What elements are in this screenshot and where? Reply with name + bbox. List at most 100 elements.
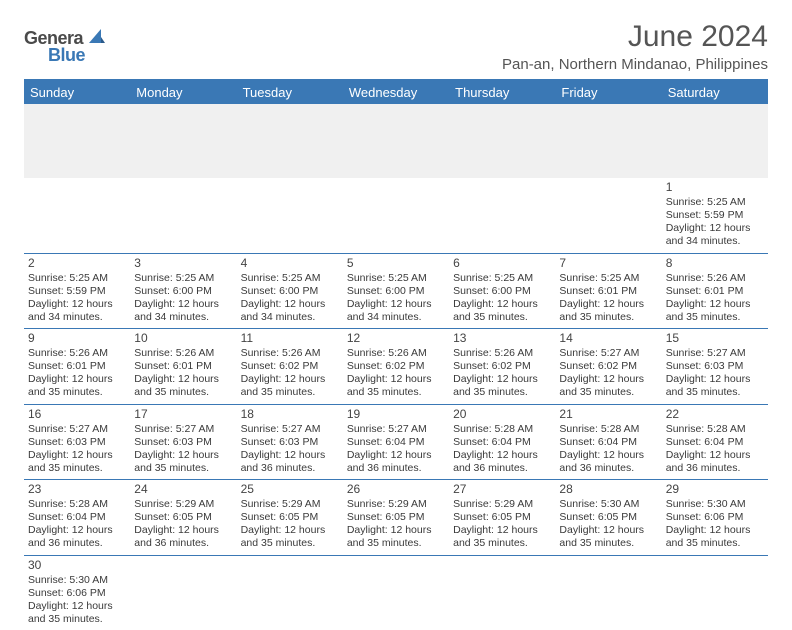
calendar-cell: 17Sunrise: 5:27 AMSunset: 6:03 PMDayligh… [130, 404, 236, 480]
daylight-text: Daylight: 12 hours and 35 minutes. [666, 298, 764, 324]
sunrise-text: Sunrise: 5:29 AM [241, 498, 339, 511]
sunrise-text: Sunrise: 5:25 AM [453, 272, 551, 285]
calendar-cell: 19Sunrise: 5:27 AMSunset: 6:04 PMDayligh… [343, 404, 449, 480]
sunset-text: Sunset: 6:06 PM [666, 511, 764, 524]
calendar-header-row: Sunday Monday Tuesday Wednesday Thursday… [24, 81, 768, 104]
calendar-cell: 7Sunrise: 5:25 AMSunset: 6:01 PMDaylight… [555, 253, 661, 329]
calendar-cell: 8Sunrise: 5:26 AMSunset: 6:01 PMDaylight… [662, 253, 768, 329]
blank-cell [24, 104, 768, 178]
calendar-blank-row [24, 104, 768, 178]
day-number: 8 [666, 256, 764, 271]
day-header: Thursday [449, 81, 555, 104]
day-number: 20 [453, 407, 551, 422]
calendar-cell: 16Sunrise: 5:27 AMSunset: 6:03 PMDayligh… [24, 404, 130, 480]
calendar-cell: 15Sunrise: 5:27 AMSunset: 6:03 PMDayligh… [662, 329, 768, 405]
calendar-cell: 10Sunrise: 5:26 AMSunset: 6:01 PMDayligh… [130, 329, 236, 405]
calendar-cell [237, 178, 343, 253]
day-number: 5 [347, 256, 445, 271]
sunset-text: Sunset: 6:02 PM [559, 360, 657, 373]
calendar-week-row: 16Sunrise: 5:27 AMSunset: 6:03 PMDayligh… [24, 404, 768, 480]
day-number: 2 [28, 256, 126, 271]
sunset-text: Sunset: 6:01 PM [28, 360, 126, 373]
daylight-text: Daylight: 12 hours and 35 minutes. [347, 373, 445, 399]
sunset-text: Sunset: 6:01 PM [134, 360, 232, 373]
day-header: Sunday [24, 81, 130, 104]
sunrise-text: Sunrise: 5:25 AM [559, 272, 657, 285]
sunset-text: Sunset: 6:05 PM [559, 511, 657, 524]
day-number: 12 [347, 331, 445, 346]
daylight-text: Daylight: 12 hours and 35 minutes. [241, 524, 339, 550]
calendar-week-row: 2Sunrise: 5:25 AMSunset: 5:59 PMDaylight… [24, 253, 768, 329]
calendar-cell [449, 555, 555, 630]
sunrise-text: Sunrise: 5:25 AM [28, 272, 126, 285]
day-number: 1 [666, 180, 764, 195]
daylight-text: Daylight: 12 hours and 36 minutes. [134, 524, 232, 550]
calendar-cell [24, 178, 130, 253]
daylight-text: Daylight: 12 hours and 35 minutes. [453, 373, 551, 399]
calendar-cell: 22Sunrise: 5:28 AMSunset: 6:04 PMDayligh… [662, 404, 768, 480]
day-number: 23 [28, 482, 126, 497]
daylight-text: Daylight: 12 hours and 34 minutes. [28, 298, 126, 324]
calendar-week-row: 30Sunrise: 5:30 AMSunset: 6:06 PMDayligh… [24, 555, 768, 630]
sunrise-text: Sunrise: 5:27 AM [134, 423, 232, 436]
calendar-cell: 13Sunrise: 5:26 AMSunset: 6:02 PMDayligh… [449, 329, 555, 405]
daylight-text: Daylight: 12 hours and 36 minutes. [559, 449, 657, 475]
sunset-text: Sunset: 6:03 PM [241, 436, 339, 449]
sunset-text: Sunset: 5:59 PM [28, 285, 126, 298]
sunrise-text: Sunrise: 5:27 AM [666, 347, 764, 360]
day-header: Saturday [662, 81, 768, 104]
day-number: 29 [666, 482, 764, 497]
day-number: 24 [134, 482, 232, 497]
sunrise-text: Sunrise: 5:30 AM [28, 574, 126, 587]
daylight-text: Daylight: 12 hours and 35 minutes. [134, 373, 232, 399]
daylight-text: Daylight: 12 hours and 36 minutes. [347, 449, 445, 475]
calendar-cell: 24Sunrise: 5:29 AMSunset: 6:05 PMDayligh… [130, 480, 236, 556]
sunset-text: Sunset: 6:00 PM [347, 285, 445, 298]
calendar-cell: 5Sunrise: 5:25 AMSunset: 6:00 PMDaylight… [343, 253, 449, 329]
daylight-text: Daylight: 12 hours and 36 minutes. [28, 524, 126, 550]
day-number: 21 [559, 407, 657, 422]
daylight-text: Daylight: 12 hours and 36 minutes. [241, 449, 339, 475]
sunset-text: Sunset: 6:05 PM [241, 511, 339, 524]
day-number: 7 [559, 256, 657, 271]
sunset-text: Sunset: 6:04 PM [347, 436, 445, 449]
daylight-text: Daylight: 12 hours and 35 minutes. [28, 600, 126, 626]
day-number: 25 [241, 482, 339, 497]
daylight-text: Daylight: 12 hours and 35 minutes. [559, 524, 657, 550]
calendar-cell: 12Sunrise: 5:26 AMSunset: 6:02 PMDayligh… [343, 329, 449, 405]
daylight-text: Daylight: 12 hours and 36 minutes. [453, 449, 551, 475]
calendar-cell: 30Sunrise: 5:30 AMSunset: 6:06 PMDayligh… [24, 555, 130, 630]
daylight-text: Daylight: 12 hours and 35 minutes. [453, 524, 551, 550]
day-number: 4 [241, 256, 339, 271]
sunrise-text: Sunrise: 5:27 AM [347, 423, 445, 436]
calendar-cell: 27Sunrise: 5:29 AMSunset: 6:05 PMDayligh… [449, 480, 555, 556]
sunset-text: Sunset: 6:01 PM [666, 285, 764, 298]
daylight-text: Daylight: 12 hours and 35 minutes. [666, 373, 764, 399]
daylight-text: Daylight: 12 hours and 35 minutes. [28, 373, 126, 399]
calendar-cell [662, 555, 768, 630]
sunset-text: Sunset: 6:02 PM [453, 360, 551, 373]
sunset-text: Sunset: 6:03 PM [666, 360, 764, 373]
sunrise-text: Sunrise: 5:25 AM [347, 272, 445, 285]
day-header: Monday [130, 81, 236, 104]
sunrise-text: Sunrise: 5:27 AM [28, 423, 126, 436]
daylight-text: Daylight: 12 hours and 35 minutes. [347, 524, 445, 550]
sunset-text: Sunset: 6:06 PM [28, 587, 126, 600]
calendar-cell: 21Sunrise: 5:28 AMSunset: 6:04 PMDayligh… [555, 404, 661, 480]
daylight-text: Daylight: 12 hours and 36 minutes. [666, 449, 764, 475]
sunset-text: Sunset: 6:03 PM [28, 436, 126, 449]
day-header: Tuesday [237, 81, 343, 104]
day-number: 22 [666, 407, 764, 422]
calendar-cell: 11Sunrise: 5:26 AMSunset: 6:02 PMDayligh… [237, 329, 343, 405]
calendar-cell: 29Sunrise: 5:30 AMSunset: 6:06 PMDayligh… [662, 480, 768, 556]
calendar-cell [130, 555, 236, 630]
calendar-page: Genera Blue June 2024 Pan-an, Northern M… [0, 0, 792, 630]
calendar-cell: 20Sunrise: 5:28 AMSunset: 6:04 PMDayligh… [449, 404, 555, 480]
day-number: 11 [241, 331, 339, 346]
sunrise-text: Sunrise: 5:28 AM [559, 423, 657, 436]
day-number: 30 [28, 558, 126, 573]
sunrise-text: Sunrise: 5:26 AM [666, 272, 764, 285]
day-header: Friday [555, 81, 661, 104]
day-number: 14 [559, 331, 657, 346]
sunrise-text: Sunrise: 5:26 AM [28, 347, 126, 360]
